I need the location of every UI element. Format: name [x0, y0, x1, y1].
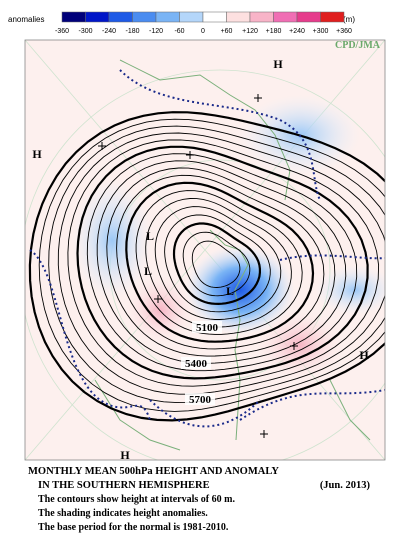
- height-contour: [38, 118, 385, 412]
- pressure-center-label: H: [32, 147, 42, 161]
- negative-anomaly: [72, 180, 152, 300]
- label-halo: [185, 393, 215, 405]
- pressure-center-label: H: [359, 348, 369, 362]
- legend-tick-label: +240: [289, 28, 305, 35]
- positive-anomaly: [255, 310, 345, 380]
- pressure-center-label: L: [144, 264, 152, 278]
- legend-swatch: [249, 11, 274, 23]
- caption-note: The shading indicates height anomalies.: [38, 508, 208, 519]
- height-contour: [86, 153, 358, 372]
- height-contour: [154, 206, 282, 320]
- legend-swatch: [179, 11, 204, 23]
- legend-tick-label: -60: [174, 28, 184, 35]
- height-contour: [67, 139, 380, 387]
- legend-tick-label: -240: [102, 28, 116, 35]
- legend-tick-label: -360: [55, 28, 69, 35]
- pressure-center-label: H: [120, 448, 130, 462]
- legend-unit: (m): [343, 15, 355, 24]
- caption-title: MONTHLY MEAN 500hPa HEIGHT AND ANOMALY: [28, 466, 279, 477]
- height-contour: [76, 145, 369, 380]
- contour-label: 5400: [185, 358, 208, 370]
- height-contour: [135, 190, 303, 335]
- map: H H L L L H H 5100 5400 5700: [25, 40, 385, 462]
- coastlines: [94, 59, 371, 451]
- legend-tick-label: +120: [242, 28, 258, 35]
- height-contour: [125, 181, 315, 343]
- pressure-center-label: H: [273, 57, 283, 71]
- map-frame: [24, 39, 386, 461]
- legend-swatch: [155, 11, 180, 23]
- height-contour: [57, 132, 385, 395]
- caption-note: The base period for the normal is 1981-2…: [38, 522, 229, 533]
- height-contour: [48, 125, 385, 404]
- legend-tick-label: +300: [313, 28, 329, 35]
- caption-title: IN THE SOUTHERN HEMISPHERE: [38, 480, 210, 491]
- credit: CPD/JMA: [335, 40, 381, 51]
- legend-tick-label: -120: [149, 28, 163, 35]
- legend-tick-label: +180: [266, 28, 282, 35]
- height-contour: [145, 198, 292, 328]
- zero-anomaly-lines: [29, 69, 385, 428]
- legend-swatch: [202, 11, 227, 23]
- height-contour: [172, 222, 261, 306]
- legend: anomalies (m) -360 -300 -240 -180 -120 -60 0 +6…: [8, 11, 355, 35]
- legend-swatch: [296, 11, 321, 23]
- height-contour: [28, 111, 385, 422]
- legend-tick-label: +360: [336, 28, 352, 35]
- legend-swatch: [132, 11, 157, 23]
- legend-swatch: [320, 11, 345, 23]
- height-contour: [106, 167, 336, 357]
- height-contour: [116, 174, 325, 350]
- negative-anomaly: [185, 245, 295, 335]
- height-contours: [28, 111, 385, 422]
- legend-tick-label: -180: [125, 28, 139, 35]
- plus-markers: [98, 94, 298, 438]
- legend-swatch: [85, 11, 110, 23]
- legend-tick-label: 0: [201, 28, 205, 35]
- legend-swatch: [108, 11, 133, 23]
- legend-label: anomalies: [8, 15, 44, 24]
- height-contour: [191, 240, 241, 288]
- label-halo: [181, 357, 211, 369]
- caption-note: The contours show height at intervals of…: [38, 494, 235, 505]
- contour-label: 5700: [189, 394, 212, 406]
- caption-date: (Jun. 2013): [320, 480, 371, 491]
- legend-tick-label: -300: [78, 28, 92, 35]
- legend-swatch: [273, 11, 298, 23]
- height-contour: [164, 214, 271, 313]
- pressure-center-label: L: [146, 229, 154, 243]
- legend-tick-label: +60: [221, 28, 233, 35]
- legend-swatch: [226, 11, 251, 23]
- height-contour: [182, 231, 251, 297]
- contour-label: 5100: [196, 322, 219, 334]
- legend-swatch: [61, 11, 86, 23]
- pressure-center-label: L: [226, 284, 234, 298]
- height-contour: [96, 160, 347, 364]
- label-halo: [192, 321, 222, 333]
